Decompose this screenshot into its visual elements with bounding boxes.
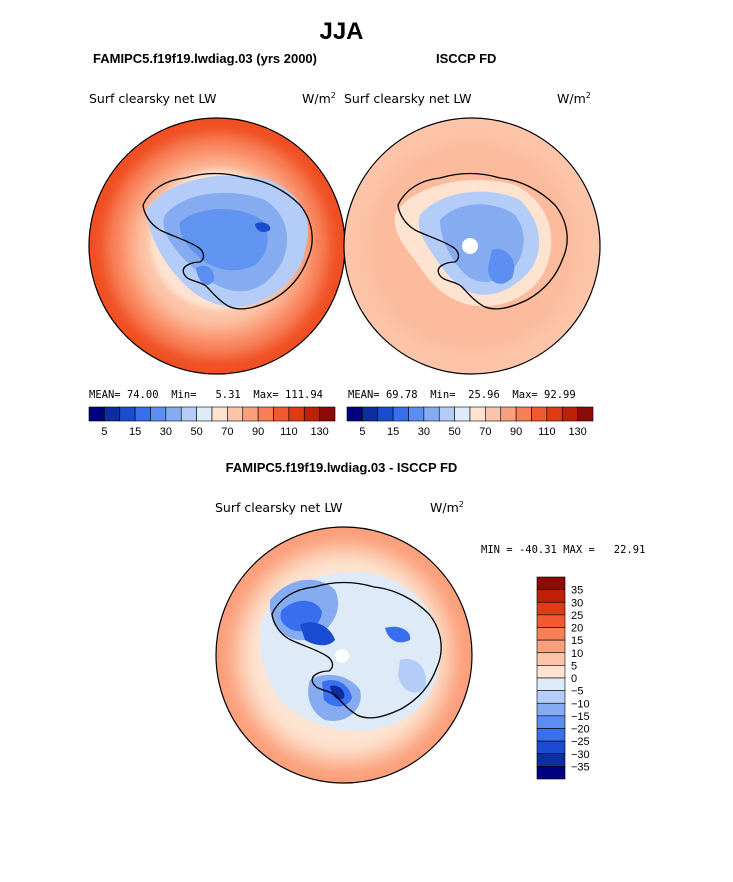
obs-colorbar-swatch bbox=[561, 406, 578, 422]
model-colorbar-swatch bbox=[104, 406, 121, 422]
left-stats: MEAN= 74.00 Min= 5.31 Max= 111.94 bbox=[89, 389, 323, 401]
difference-colorbar-swatch bbox=[536, 601, 566, 616]
model-colorbar-tick-label: 130 bbox=[310, 426, 328, 438]
right-variable-label: Surf clearsky net LW bbox=[344, 91, 472, 106]
model-colorbar-tick-label: 70 bbox=[221, 426, 233, 438]
model-colorbar-tick-label: 90 bbox=[252, 426, 264, 438]
difference-colorbar-tick-label: 25 bbox=[571, 610, 583, 622]
difference-colorbar-swatch bbox=[536, 690, 566, 704]
diff-variable-label: Surf clearsky net LW bbox=[215, 500, 343, 515]
difference-colorbar-tick-label: 30 bbox=[571, 597, 583, 609]
model-colorbar-tick-label: 15 bbox=[129, 426, 141, 438]
difference-colorbar-tick-label: −30 bbox=[571, 749, 590, 761]
difference-colorbar-swatch bbox=[536, 715, 566, 729]
model-colorbar-swatch bbox=[150, 406, 167, 422]
difference-map bbox=[215, 526, 473, 784]
obs-colorbar-tick-label: 70 bbox=[479, 426, 491, 438]
difference-colorbar-swatch bbox=[536, 677, 566, 691]
difference-colorbar-tick-label: −15 bbox=[571, 711, 590, 723]
obs-colorbar-swatch bbox=[500, 406, 517, 422]
obs-colorbar-swatch bbox=[423, 406, 440, 422]
obs-colorbar-swatch bbox=[408, 406, 425, 422]
difference-colorbar-tick-label: −10 bbox=[571, 698, 590, 710]
model-colorbar-swatch bbox=[211, 406, 228, 422]
obs-colorbar-tick-label: 50 bbox=[449, 426, 461, 438]
difference-colorbar-tick-label: −25 bbox=[571, 736, 590, 748]
difference-colorbar-swatch bbox=[536, 639, 566, 654]
difference-colorbar-swatch bbox=[536, 627, 566, 641]
model-colorbar-swatch bbox=[165, 406, 182, 422]
difference-colorbar-tick-label: 20 bbox=[571, 623, 583, 635]
model-case-title: FAMIPC5.f19f19.lwdiag.03 (yrs 2000) bbox=[93, 51, 317, 66]
model-colorbar-swatch bbox=[180, 406, 197, 422]
obs-colorbar-tick-label: 90 bbox=[510, 426, 522, 438]
difference-colorbar-swatch bbox=[536, 753, 566, 767]
difference-colorbar-swatch bbox=[536, 665, 566, 679]
difference-colorbar-tick-label: −35 bbox=[571, 761, 590, 773]
right-units-label: W/m2 bbox=[557, 91, 591, 107]
obs-colorbar-swatch bbox=[469, 406, 486, 422]
difference-colorbar-tick-label: 5 bbox=[571, 660, 577, 672]
obs-case-title: ISCCP FD bbox=[436, 51, 497, 66]
difference-colorbar-swatch bbox=[536, 614, 566, 628]
left-variable-label: Surf clearsky net LW bbox=[89, 91, 217, 106]
season-title: JJA bbox=[319, 18, 364, 45]
obs-map bbox=[343, 117, 601, 375]
difference-colorbar-tick-label: 0 bbox=[571, 673, 577, 685]
difference-colorbar-swatch bbox=[536, 740, 566, 755]
diff-min-max: MIN = -40.31 MAX = 22.91 bbox=[481, 544, 646, 556]
model-colorbar-tick-label: 50 bbox=[191, 426, 203, 438]
model-colorbar-swatch bbox=[134, 406, 151, 422]
right-stats: MEAN= 69.78 Min= 25.96 Max= 92.99 bbox=[348, 389, 576, 401]
model-colorbar-swatch bbox=[257, 406, 274, 422]
model-colorbar-swatch bbox=[273, 406, 290, 422]
model-colorbar-swatch bbox=[227, 406, 244, 422]
model-colorbar-swatch bbox=[288, 406, 305, 422]
model-colorbar-tick-label: 30 bbox=[160, 426, 172, 438]
obs-colorbar-tick-label: 130 bbox=[568, 426, 586, 438]
difference-colorbar-swatch bbox=[536, 652, 566, 666]
model-colorbar-swatch bbox=[196, 406, 213, 422]
difference-colorbar-swatch bbox=[536, 702, 566, 717]
difference-title: FAMIPC5.f19f19.lwdiag.03 - ISCCP FD bbox=[225, 460, 458, 475]
diff-units-label: W/m2 bbox=[430, 500, 464, 516]
model-colorbar-swatch bbox=[88, 406, 105, 422]
obs-colorbar-swatch bbox=[485, 406, 502, 422]
obs-colorbar: 5 15 30 50 70 90 110 130 bbox=[346, 406, 594, 438]
model-colorbar: 5 15 30 50 70 90 110 130 bbox=[88, 406, 336, 438]
obs-colorbar-tick-label: 15 bbox=[387, 426, 399, 438]
obs-colorbar-swatch bbox=[577, 406, 594, 422]
model-colorbar-swatch bbox=[119, 406, 136, 422]
obs-colorbar-tick-label: 5 bbox=[359, 426, 365, 438]
obs-colorbar-swatch bbox=[546, 406, 563, 422]
obs-colorbar-tick-label: 110 bbox=[538, 426, 556, 438]
model-map bbox=[88, 117, 346, 375]
model-colorbar-swatch bbox=[303, 406, 320, 422]
obs-colorbar-swatch bbox=[515, 406, 532, 422]
difference-colorbar-swatch bbox=[536, 576, 566, 590]
model-colorbar-tick-label: 5 bbox=[101, 426, 107, 438]
obs-colorbar-swatch bbox=[531, 406, 548, 422]
model-colorbar-swatch bbox=[319, 406, 336, 422]
difference-colorbar-tick-label: 35 bbox=[571, 585, 583, 597]
obs-colorbar-swatch bbox=[362, 406, 379, 422]
left-units-label: W/m2 bbox=[302, 91, 336, 107]
difference-colorbar-swatch bbox=[536, 589, 566, 603]
difference-colorbar-tick-label: 10 bbox=[571, 648, 583, 660]
model-colorbar-tick-label: 110 bbox=[280, 426, 298, 438]
difference-colorbar-swatch bbox=[536, 766, 566, 780]
model-colorbar-swatch bbox=[242, 406, 259, 422]
obs-colorbar-swatch bbox=[377, 406, 394, 422]
obs-colorbar-swatch bbox=[346, 406, 363, 422]
difference-colorbar-swatch bbox=[536, 728, 566, 742]
obs-colorbar-swatch bbox=[454, 406, 471, 422]
obs-colorbar-swatch bbox=[392, 406, 409, 422]
difference-colorbar-tick-label: −20 bbox=[571, 724, 590, 736]
difference-colorbar-tick-label: 15 bbox=[571, 635, 583, 647]
obs-colorbar-swatch bbox=[438, 406, 455, 422]
difference-colorbar-tick-label: −5 bbox=[571, 686, 584, 698]
obs-colorbar-tick-label: 30 bbox=[418, 426, 430, 438]
